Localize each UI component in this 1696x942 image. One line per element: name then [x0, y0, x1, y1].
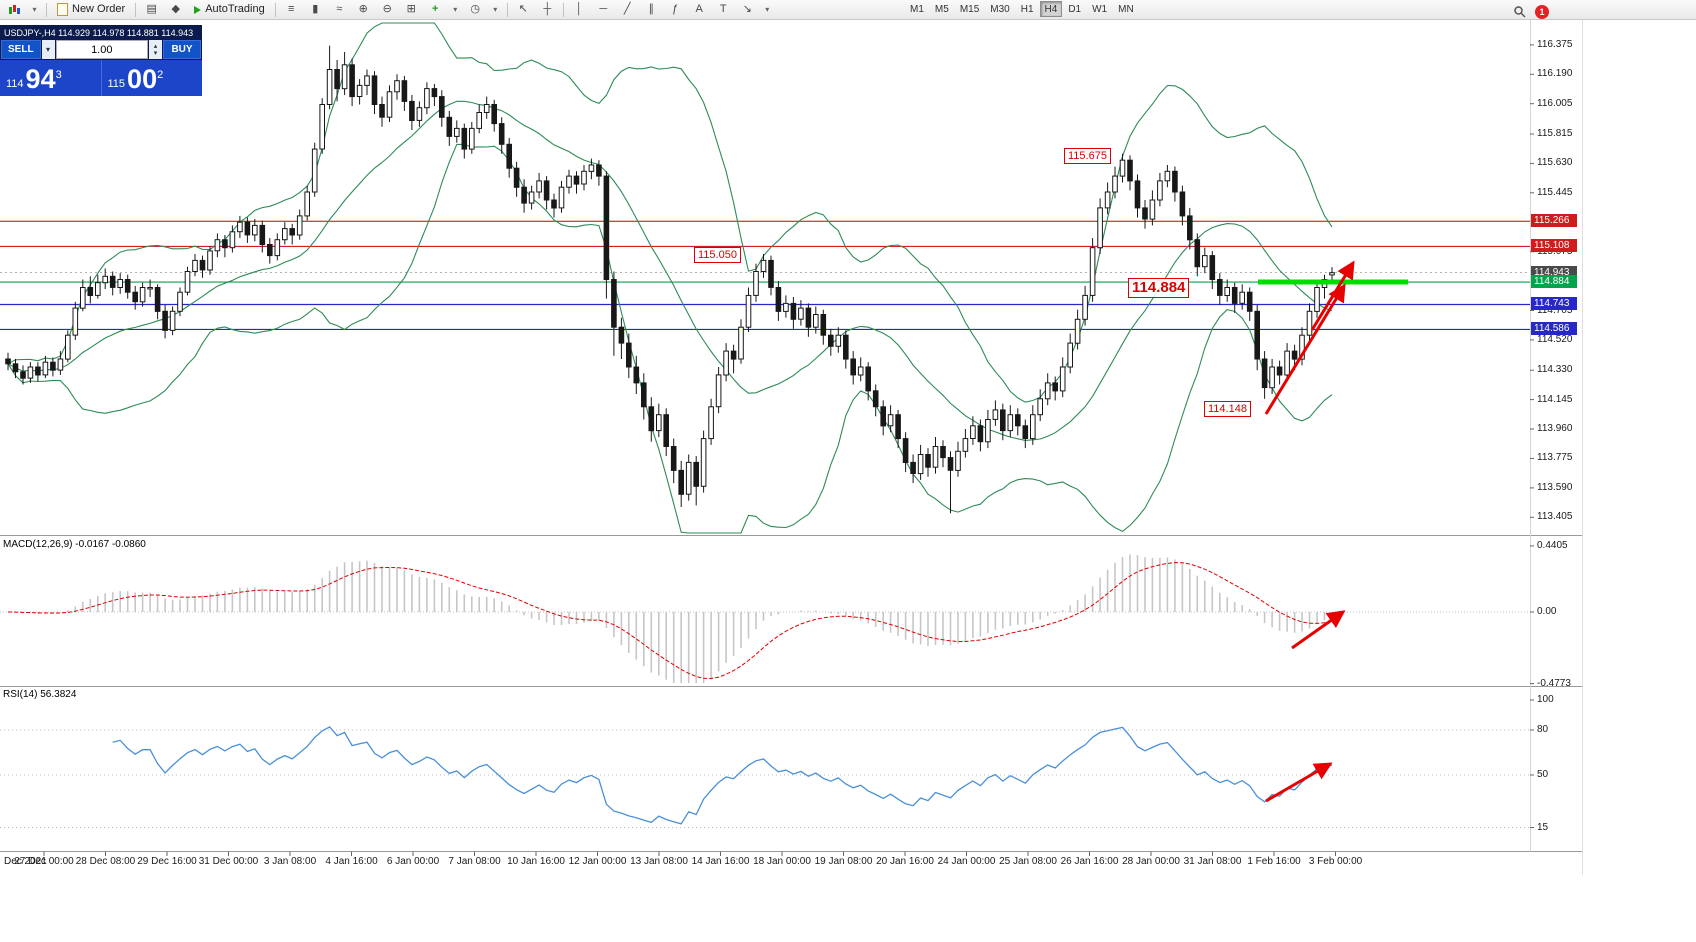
support-annotation-114884[interactable]: 114.884 — [1128, 278, 1190, 298]
timeframe-m30[interactable]: M30 — [985, 1, 1014, 17]
zoom-in-icon[interactable]: ⊕ — [358, 3, 368, 15]
timeframe-m5[interactable]: M5 — [930, 1, 954, 17]
toolbar-separator — [562, 2, 564, 17]
resistance-annotation-115050[interactable]: 115.050 — [694, 247, 741, 263]
timeframe-h1[interactable]: H1 — [1016, 1, 1039, 17]
buy-button[interactable]: BUY — [163, 40, 201, 59]
timeframe-mn[interactable]: MN — [1113, 1, 1139, 17]
macd-indicator-title: MACD(12,26,9) -0.0167 -0.0860 — [3, 539, 146, 550]
buy-price[interactable]: 115 00 2 — [100, 60, 203, 96]
equidistant-channel-icon[interactable]: ∥ — [648, 3, 654, 15]
toolbar: ▾ New Order ▤ ◆ AutoTrading ≡ ▮ ≈ ⊕ ⊖ ⊞ … — [0, 0, 1696, 20]
cursor-icon[interactable]: ↖ — [518, 3, 528, 15]
horizontal-line-icon[interactable]: ─ — [599, 3, 608, 15]
buy-price-prefix: 115 — [107, 78, 126, 90]
spinner-up-icon[interactable]: ▴ — [153, 42, 158, 50]
bar-chart-icon[interactable]: ≡ — [288, 3, 295, 15]
buy-price-sup: 2 — [157, 69, 164, 81]
zoom-out-icon[interactable]: ⊖ — [382, 3, 392, 15]
new-order-button[interactable]: New Order — [51, 1, 131, 18]
spinner-down-icon[interactable]: ▾ — [153, 49, 158, 57]
fibonacci-icon[interactable]: ƒ — [672, 3, 679, 15]
text-label-icon[interactable]: T — [719, 3, 727, 15]
crosshair-icon[interactable]: ┼ — [543, 3, 552, 15]
new-order-icon — [57, 3, 68, 16]
volume-spinner[interactable]: ▴ ▾ — [149, 40, 162, 59]
toolbar-separator — [274, 2, 276, 17]
timeframe-toolbar: M1 M5 M15 M30 H1 H4 D1 W1 MN — [905, 1, 1139, 17]
new-chart-dropdown-icon[interactable]: ▾ — [32, 4, 37, 14]
rsi-indicator-title: RSI(14) 56.3824 — [3, 689, 77, 700]
autotrading-button[interactable]: AutoTrading — [188, 1, 271, 18]
text-tool-icon[interactable]: A — [695, 3, 703, 15]
toolbar-separator — [506, 2, 508, 17]
sell-price-big: 94 — [25, 64, 56, 94]
tile-windows-icon[interactable]: ⊞ — [406, 3, 416, 15]
buy-price-big: 00 — [127, 64, 158, 94]
volume-input[interactable] — [55, 40, 148, 59]
chart-symbol-info: USDJPY-,H4 114.929 114.978 114.881 114.9… — [4, 28, 194, 38]
toolbar-right-group: 1 — [1508, 2, 1549, 21]
arrows-tool-icon[interactable]: ↘ — [742, 3, 752, 15]
sell-button[interactable]: SELL — [1, 40, 41, 59]
line-chart-icon[interactable]: ≈ — [336, 3, 343, 15]
timeframe-m15[interactable]: M15 — [955, 1, 984, 17]
sell-price-sup: 3 — [55, 69, 62, 81]
support-annotation-114148[interactable]: 114.148 — [1204, 401, 1251, 417]
sell-price-prefix: 114 — [6, 78, 24, 90]
timeframe-w1[interactable]: W1 — [1087, 1, 1112, 17]
period-clock-icon[interactable]: ◷ — [470, 3, 481, 15]
profiles-icon[interactable]: ▤ — [146, 3, 157, 15]
trendline-icon[interactable]: ╱ — [623, 3, 631, 15]
new-chart-icon[interactable] — [3, 0, 26, 19]
search-icon[interactable] — [1508, 2, 1531, 21]
toolbar-separator — [135, 2, 137, 17]
indicators-icon[interactable]: + — [432, 3, 439, 15]
one-click-trading-panel: USDJPY-,H4 114.929 114.978 114.881 114.9… — [0, 25, 202, 96]
notification-badge[interactable]: 1 — [1535, 4, 1549, 19]
arrows-dropdown-icon[interactable]: ▾ — [765, 4, 770, 14]
timeframe-h4[interactable]: H4 — [1039, 1, 1063, 17]
resistance-annotation-115675[interactable]: 115.675 — [1064, 148, 1111, 164]
autotrading-label: AutoTrading — [205, 3, 265, 15]
indicators-dropdown-icon[interactable]: ▾ — [453, 4, 458, 14]
templates-dropdown-icon[interactable]: ▾ — [493, 4, 498, 14]
one-click-prices: 114 94 3 115 00 2 — [0, 60, 202, 96]
toolbar-separator — [46, 2, 47, 17]
timeframe-d1[interactable]: D1 — [1063, 1, 1086, 17]
timeframe-m1[interactable]: M1 — [905, 1, 929, 17]
expert-advisors-icon[interactable]: ◆ — [171, 3, 180, 15]
sell-price[interactable]: 114 94 3 — [0, 60, 101, 96]
candlestick-chart-icon[interactable]: ▮ — [312, 3, 319, 15]
autotrading-play-icon — [194, 5, 202, 14]
vertical-line-icon[interactable]: │ — [575, 3, 583, 15]
one-click-controls: SELL ▾ ▴▾ BUY — [0, 40, 202, 59]
sell-dropdown-icon[interactable]: ▾ — [41, 40, 55, 59]
new-order-label: New Order — [72, 3, 126, 15]
